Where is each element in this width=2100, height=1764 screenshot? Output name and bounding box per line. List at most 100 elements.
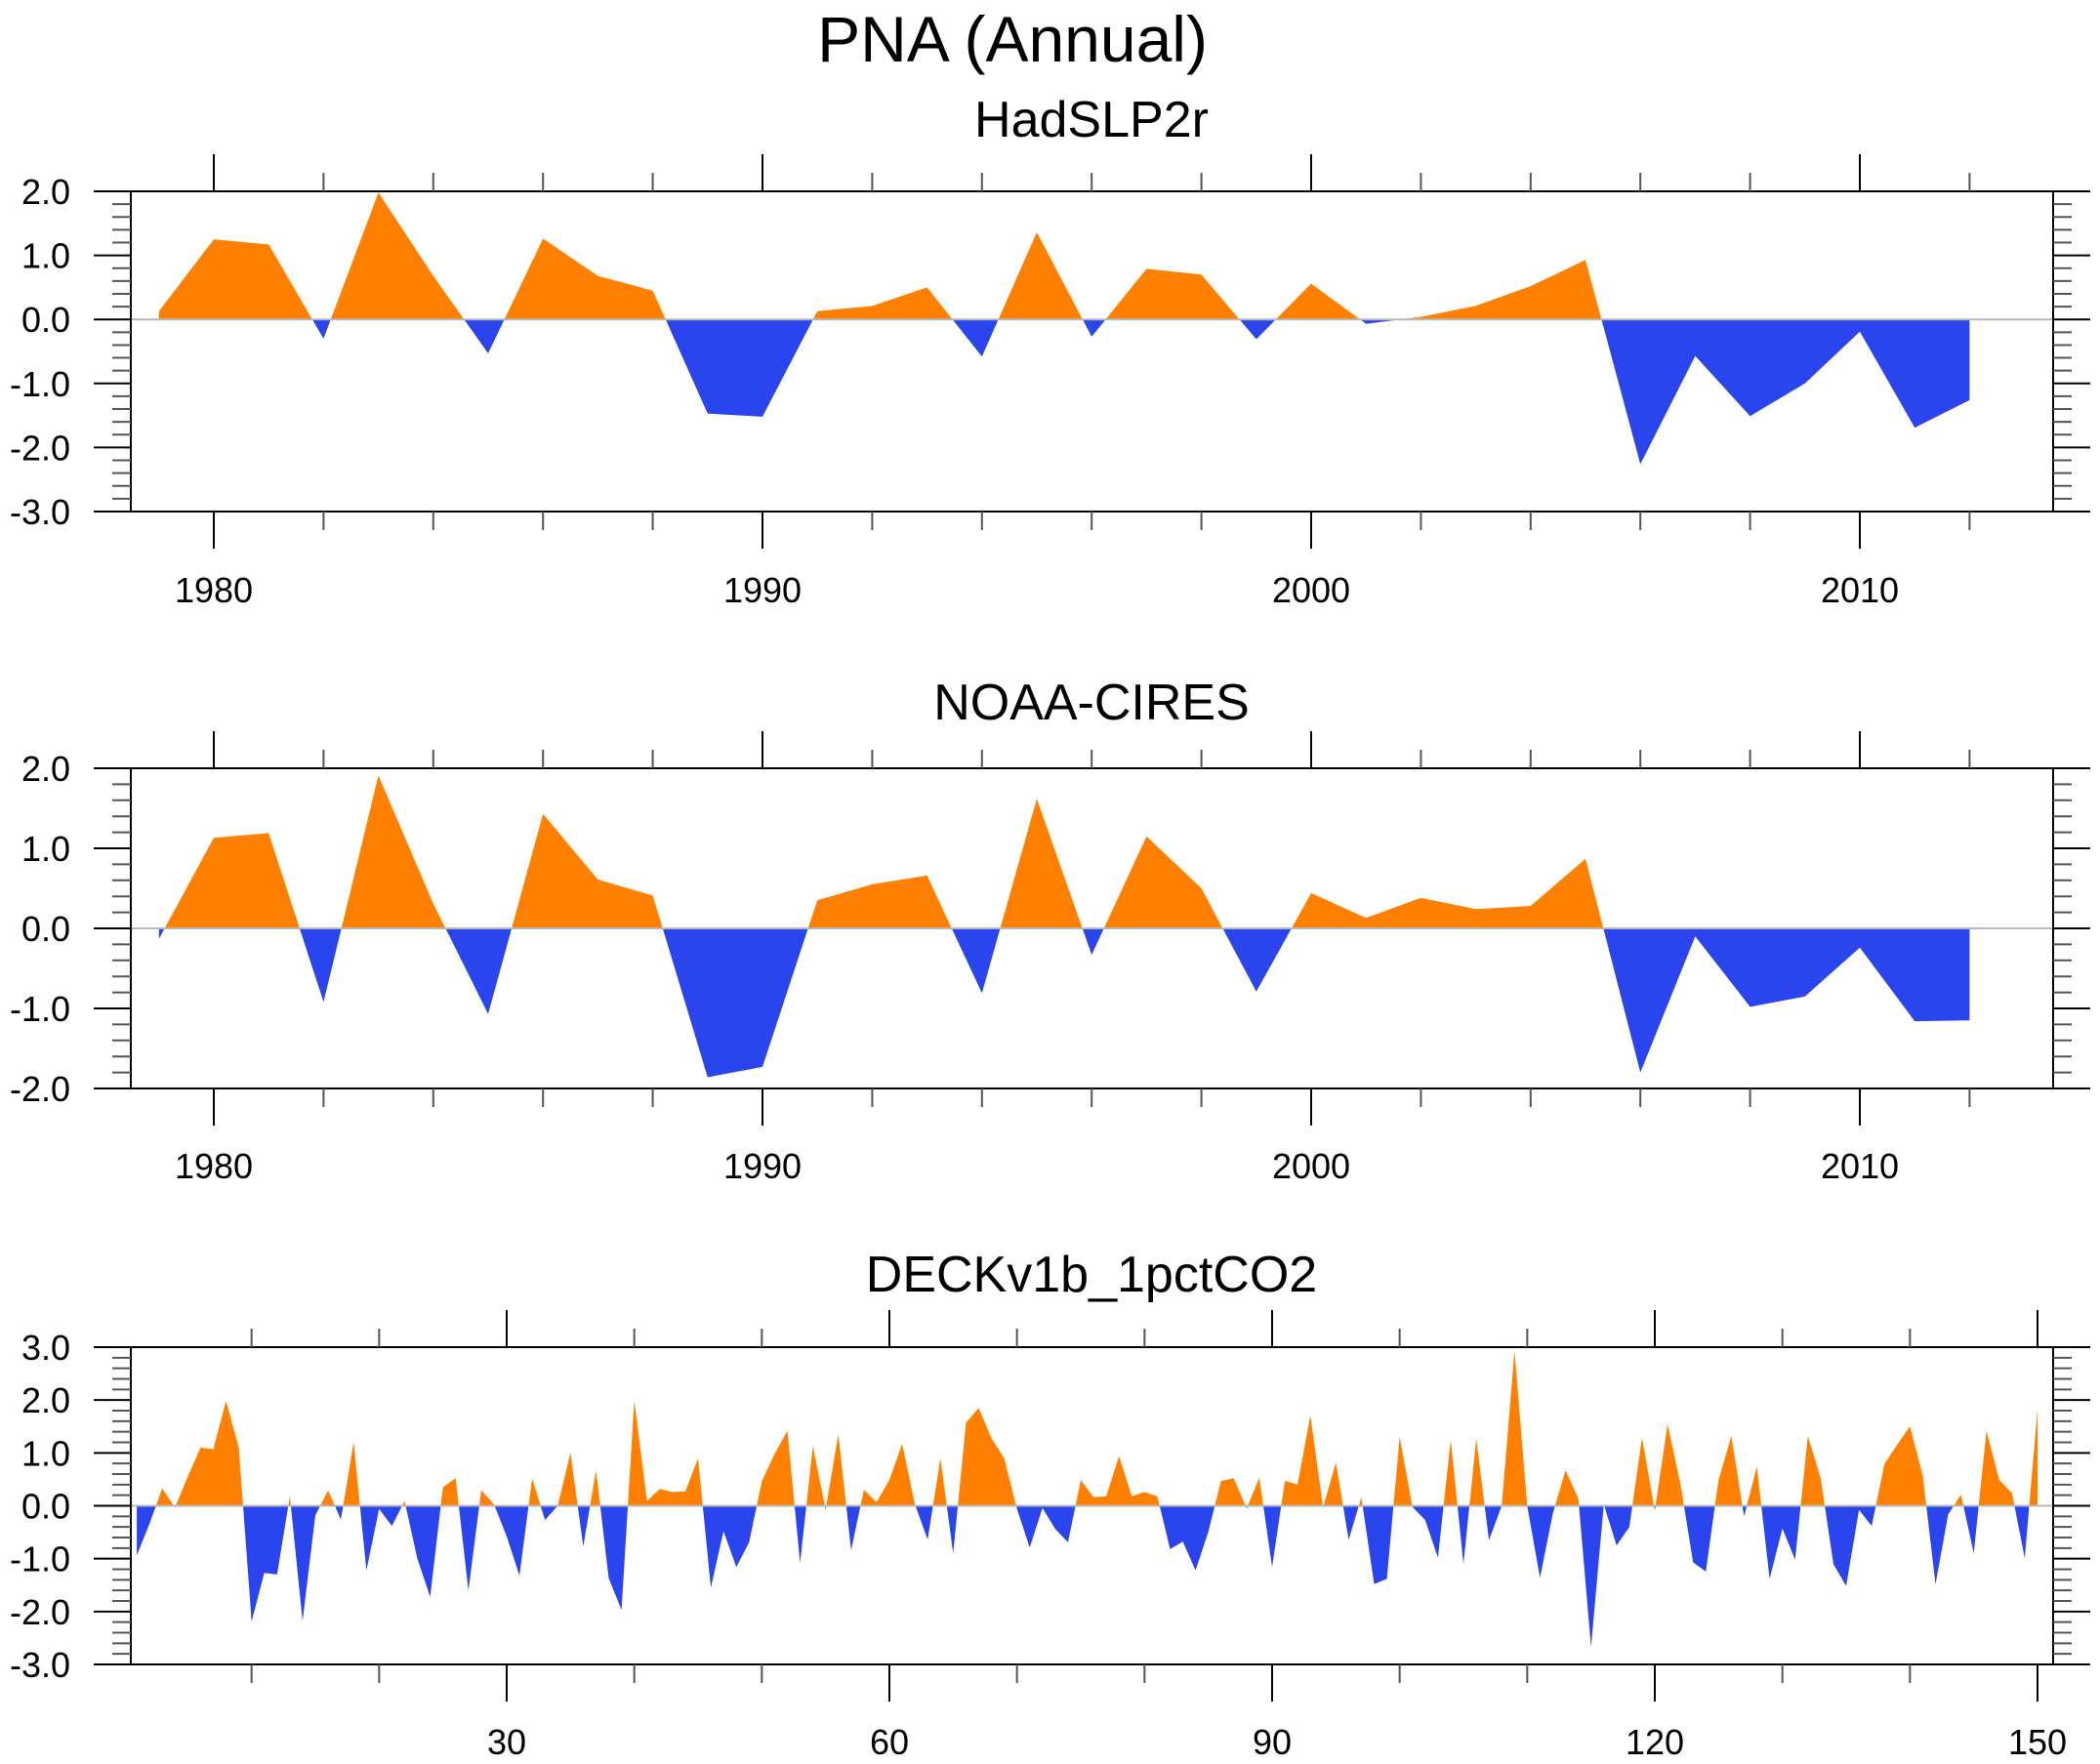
negative-area (1263, 1505, 1282, 1568)
positive-area (1655, 1424, 1684, 1506)
negative-area (137, 1505, 156, 1556)
positive-area (1554, 1470, 1580, 1506)
positive-area (860, 1444, 916, 1506)
positive-area (812, 287, 953, 320)
positive-area (1443, 1440, 1458, 1506)
x-tick-label: 2010 (1821, 570, 1899, 610)
positive-area (1248, 1477, 1263, 1506)
negative-area (845, 1505, 861, 1550)
negative-area (1761, 1505, 1801, 1579)
negative-area (243, 1505, 289, 1622)
negative-area (1412, 1505, 1444, 1558)
positive-area (478, 1490, 495, 1506)
negative-area (1342, 1505, 1359, 1540)
negative-area (1159, 1505, 1215, 1571)
positive-area (320, 1490, 335, 1506)
positive-area (590, 1470, 600, 1506)
positive-area (512, 813, 663, 928)
positive-area (528, 1478, 541, 1506)
positive-area (1215, 1478, 1246, 1506)
negative-area (915, 1505, 933, 1540)
negative-area (311, 319, 331, 339)
negative-area (1742, 1505, 1748, 1517)
x-tick-label: 2010 (1821, 1146, 1899, 1186)
positive-area (1502, 1350, 1528, 1506)
main-title: PNA (Annual) (817, 3, 1208, 75)
positive-area (805, 1446, 825, 1506)
negative-area (1457, 1505, 1470, 1565)
positive-area (998, 232, 1083, 320)
y-tick-label: -1.0 (10, 989, 70, 1029)
positive-area (1800, 1436, 1826, 1506)
y-axis: 2.0 1.0 0.0 -1.0 -2.0 (10, 749, 2090, 1109)
positive-area (1275, 283, 1360, 320)
negative-area (665, 319, 813, 417)
negative-area (464, 319, 505, 353)
negative-area (158, 928, 165, 939)
x-tick-label: 1980 (175, 570, 253, 610)
positive-area (164, 833, 300, 928)
x-tick-label: 2000 (1272, 1146, 1350, 1186)
negative-area (702, 1505, 758, 1588)
positive-area (1105, 268, 1240, 320)
negative-area (1926, 1505, 1955, 1584)
y-tick-label: -3.0 (10, 1645, 70, 1685)
positive-area (757, 1430, 795, 1506)
positive-area (158, 239, 312, 320)
negative-area (1239, 319, 1276, 340)
negative-area (1484, 1505, 1503, 1540)
positive-area (343, 1442, 360, 1506)
negative-area (1825, 1505, 1876, 1586)
negative-area (794, 1505, 806, 1563)
x-tick-label: 1980 (175, 1146, 253, 1186)
negative-area (405, 1505, 441, 1597)
positive-area (1469, 1438, 1485, 1506)
y-tick-label: 0.0 (21, 300, 70, 340)
panel-noaa-cires: 2.0 1.0 0.0 -1.0 -2.0 1980 1990 2000 2010 NOAA-CI… (10, 675, 2090, 1186)
y-tick-label: 0.0 (21, 909, 70, 949)
y-tick-label: -2.0 (10, 1069, 70, 1109)
positive-area (958, 1408, 1016, 1506)
y-tick-label: 2.0 (21, 749, 70, 789)
negative-area (1604, 1505, 1632, 1546)
positive-area (175, 1401, 243, 1506)
panel-hadslp2r: 2.0 1.0 0.0 -1.0 -2.0 -3.0 1980 1990 2000 2010 Had… (10, 92, 2090, 610)
negative-area (359, 1505, 402, 1571)
panel-title: NOAA-CIRES (933, 675, 1250, 731)
y-tick-label: -1.0 (10, 364, 70, 404)
negative-area (1654, 1505, 1656, 1511)
positive-area (1358, 1497, 1363, 1506)
y-tick-label: 0.0 (21, 1487, 70, 1527)
y-axis: 3.0 2.0 1.0 0.0 -1.0 -2.0 -3.0 (10, 1328, 2090, 1685)
positive-area (1401, 260, 1602, 320)
panel-title: DECKv1b_1pctCO2 (866, 1247, 1317, 1303)
positive-area (557, 1453, 578, 1506)
negative-area (951, 928, 1001, 994)
positive-area (1978, 1430, 2015, 1506)
negative-area (290, 1505, 320, 1621)
negative-area (946, 1505, 959, 1554)
negative-area (577, 1505, 591, 1547)
x-tick-label: 150 (2008, 1722, 2067, 1762)
negative-area (599, 1505, 629, 1611)
y-tick-label: 3.0 (21, 1328, 70, 1368)
negative-area (458, 1505, 479, 1591)
negative-area (1963, 1505, 1979, 1554)
positive-area (1875, 1426, 1927, 1506)
negative-area (299, 928, 342, 1003)
positive-area (1000, 799, 1083, 928)
positive-area (1632, 1437, 1655, 1506)
y-tick-label: -1.0 (10, 1539, 70, 1579)
positive-area (1954, 1495, 1964, 1506)
panel-title: HadSLP2r (974, 92, 1209, 148)
negative-area (335, 1505, 344, 1520)
negative-area (1082, 319, 1106, 337)
panel-deckv1b-1pctco2: 3.0 2.0 1.0 0.0 -1.0 -2.0 -3.0 30 60 90 120 150 DECK… (10, 1247, 2090, 1762)
area-fills (158, 192, 1970, 465)
positive-area (288, 1496, 291, 1506)
x-tick-label: 60 (870, 1722, 909, 1762)
x-tick-label: 120 (1626, 1722, 1684, 1762)
negative-area (1222, 928, 1292, 992)
negative-area (445, 928, 513, 1014)
